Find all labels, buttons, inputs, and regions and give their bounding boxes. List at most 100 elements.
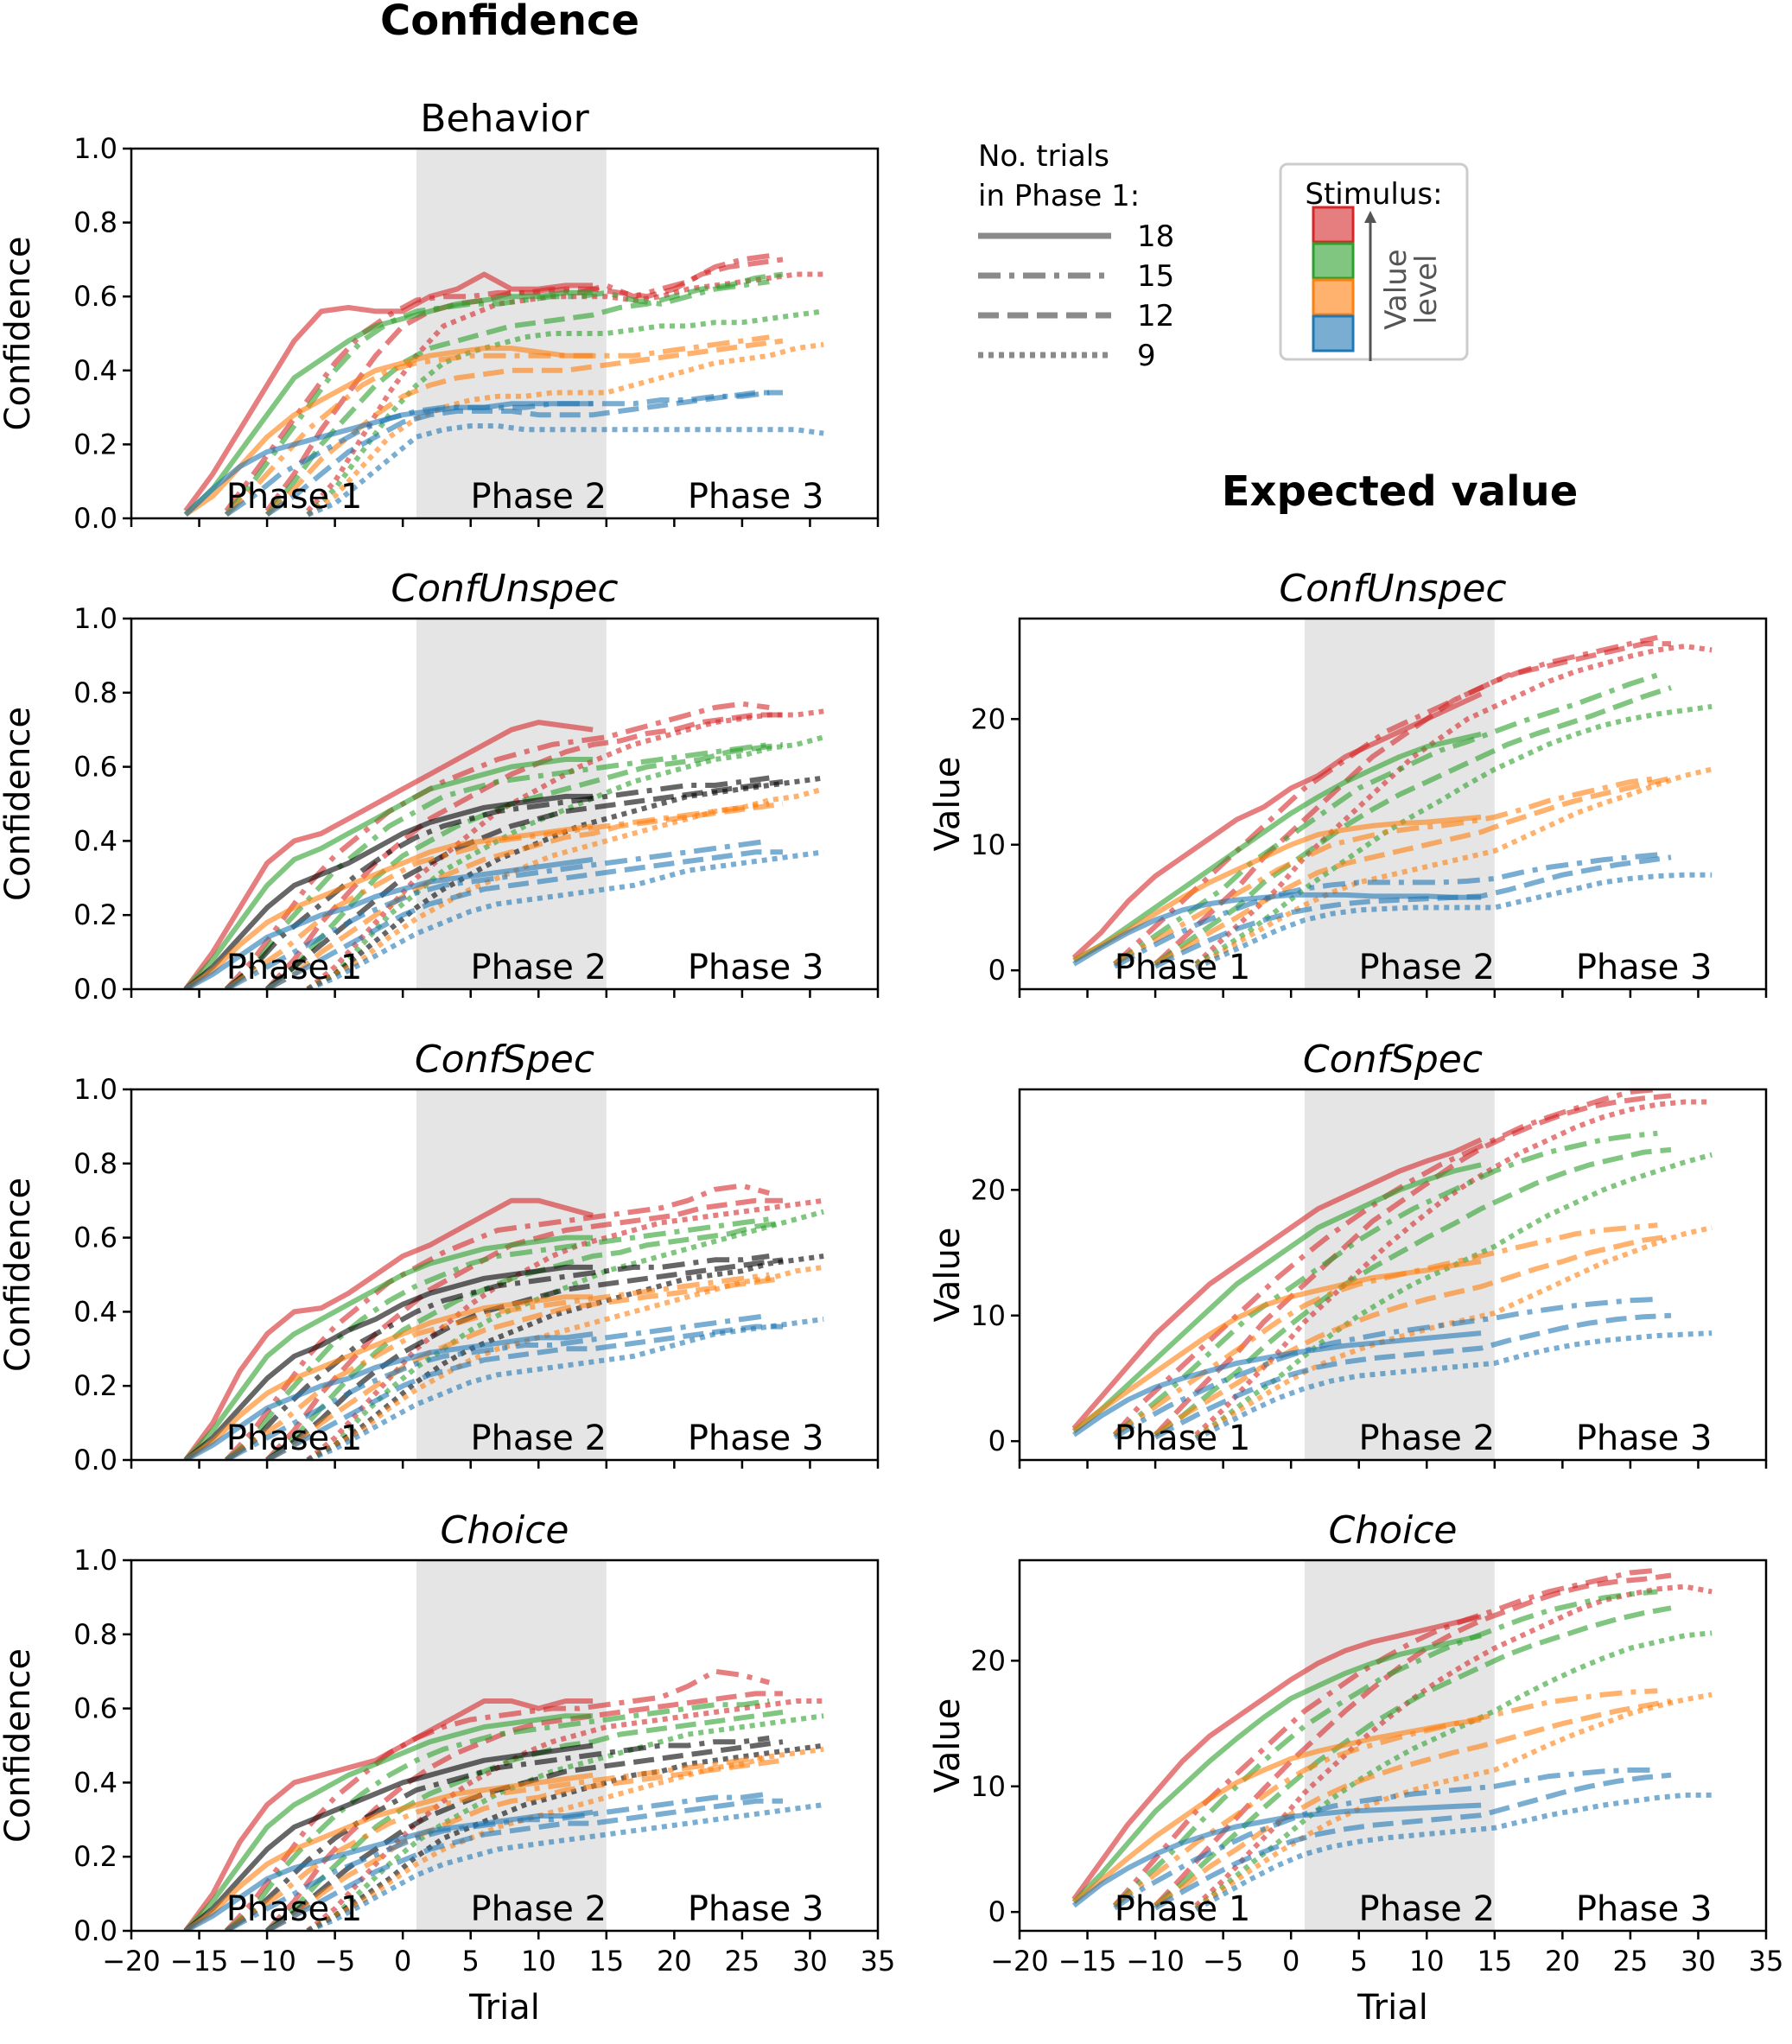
y-tick-label: 1.0 <box>73 1544 118 1577</box>
y-tick-label: 0.4 <box>73 354 118 387</box>
y-tick-label: 0.0 <box>73 1914 118 1947</box>
series-line-red-9 <box>306 1698 824 1931</box>
x-axis-label: Trial <box>1357 1988 1428 2028</box>
phase-label-2: Phase 2 <box>470 1419 607 1458</box>
x-tick-label: −15 <box>1058 1945 1117 1977</box>
series-line-orange-12 <box>1153 775 1672 967</box>
y-axis-label: Value <box>928 757 968 852</box>
y-axis-label: Value <box>928 1228 968 1323</box>
phase-label-1: Phase 1 <box>226 1419 363 1458</box>
phase-label-3: Phase 3 <box>688 948 824 987</box>
series-line-red-9 <box>1194 1099 1713 1438</box>
x-tick-label: −20 <box>990 1945 1049 1977</box>
y-tick-label: 0.8 <box>73 1618 118 1651</box>
series-line-green-12 <box>1153 1605 1672 1908</box>
series-line-blue-12 <box>1153 1772 1672 1911</box>
y-tick-label: 10 <box>970 1770 1006 1803</box>
heading-confidence: Confidence <box>380 0 639 45</box>
series-line-green-15 <box>225 1698 770 1931</box>
y-tick-label: 1.0 <box>73 1073 118 1106</box>
phase-label-1: Phase 1 <box>1115 1419 1251 1458</box>
series-line-blue-9 <box>1194 1792 1713 1912</box>
series-line-orange-15 <box>1113 775 1658 967</box>
series-line-blue-9 <box>307 1802 824 1931</box>
series-line-red-18 <box>1071 1614 1482 1901</box>
series-line-blue-12 <box>265 1324 783 1460</box>
x-axis-label: Trial <box>468 1988 540 2028</box>
phase-label-3: Phase 3 <box>1576 948 1713 987</box>
x-tick-label: 15 <box>588 1945 624 1977</box>
y-axis-label: Value <box>928 1698 968 1793</box>
series-line-green-15 <box>225 741 770 989</box>
y-axis-label: Confidence <box>0 1178 38 1372</box>
series-line-red-18 <box>1071 691 1483 960</box>
x-tick-label: −5 <box>1203 1945 1243 1977</box>
phase-label-1: Phase 1 <box>226 477 363 517</box>
y-axis-label: Confidence <box>0 707 38 901</box>
axes-frame <box>130 1088 880 1462</box>
phase-label-3: Phase 3 <box>688 1889 824 1929</box>
x-tick-label: −10 <box>238 1945 296 1977</box>
series-line-green-12 <box>1153 1146 1672 1438</box>
series-line-green-9 <box>306 734 824 989</box>
y-tick-label: 0.2 <box>73 1840 118 1873</box>
x-tick-label: −20 <box>102 1945 161 1977</box>
y-tick-label: 10 <box>970 1299 1006 1332</box>
series-line-black-9 <box>306 1254 824 1460</box>
y-tick-label: 0.2 <box>73 428 118 460</box>
series-line-blue-12 <box>1153 854 1672 969</box>
x-tick-label: 20 <box>1545 1945 1580 1977</box>
series-line-red-15 <box>1112 634 1658 967</box>
series-line-red-9 <box>1194 644 1713 967</box>
series-line-green-12 <box>1153 685 1672 967</box>
axes-frame <box>1018 617 1768 991</box>
series-line-orange-15 <box>225 1754 770 1931</box>
y-tick-label: 0.2 <box>73 1369 118 1402</box>
panel-conf-unspec-value: 0 10 20 Phase 1 Phase 2 Phase 3 ConfUnspec Valu… <box>928 567 1768 998</box>
x-tick-label: 25 <box>1613 1945 1649 1977</box>
x-tick-label: 10 <box>1409 1945 1445 1977</box>
y-tick-label: 0.8 <box>73 1147 118 1180</box>
x-tick-label: 5 <box>1350 1945 1368 1977</box>
series-line-orange-12 <box>1153 1234 1672 1438</box>
series-line-orange-18 <box>1071 1259 1482 1433</box>
panel-conf-unspec-confidence: 0.0 0.2 0.4 0.6 0.8 1.0 Phase 1 Phase 2 Phase 3 C… <box>0 567 880 1006</box>
phase-label-2: Phase 2 <box>470 1889 607 1929</box>
series-line-black-18 <box>183 793 594 989</box>
y-tick-label: 0.4 <box>73 1766 118 1799</box>
y-tick-label: 20 <box>970 702 1006 735</box>
series-line-red-12 <box>1153 641 1671 967</box>
y-tick-label: 0.6 <box>73 751 118 784</box>
y-tick-label: 0.0 <box>73 502 118 535</box>
series-line-blue-15 <box>225 1312 770 1460</box>
axes-frame <box>130 617 880 991</box>
series-line-blue-15 <box>1113 1767 1658 1911</box>
phase-2-shading <box>416 149 607 518</box>
stimulus-swatch-green <box>1312 242 1355 280</box>
series-line-orange-15 <box>1113 1688 1658 1908</box>
series-line-orange-9 <box>306 786 824 989</box>
series-line-red-9 <box>306 1197 824 1460</box>
series-line-green-15 <box>1113 1130 1658 1438</box>
series-line-blue-18 <box>1072 1330 1482 1438</box>
phase-label-3: Phase 3 <box>688 477 824 517</box>
trials-legend: No. trials in Phase 1: 18 15 12 9 <box>978 139 1174 373</box>
y-tick-label: 0.6 <box>73 1692 118 1725</box>
y-tick-label: 0 <box>988 954 1006 987</box>
series-line-blue-12 <box>265 849 783 989</box>
x-tick-label: 0 <box>394 1945 411 1977</box>
y-tick-label: 20 <box>970 1644 1006 1677</box>
series-line-orange-9 <box>306 1264 824 1460</box>
x-tick-label: 35 <box>861 1945 896 1977</box>
series-line-blue-18 <box>184 856 594 989</box>
series-line-orange-18 <box>184 1772 594 1931</box>
x-tick-label: 20 <box>657 1945 692 1977</box>
series-line-blue-9 <box>307 423 824 517</box>
y-tick-label: 0.2 <box>73 898 118 931</box>
trials-legend-label-9: 9 <box>1137 339 1156 373</box>
series-line-green-12 <box>265 1709 784 1931</box>
panel-title: ConfSpec <box>415 1038 594 1082</box>
phase-label-3: Phase 3 <box>1576 1419 1713 1458</box>
phase-label-1: Phase 1 <box>226 948 363 987</box>
x-tick-label: 0 <box>1282 1945 1300 1977</box>
